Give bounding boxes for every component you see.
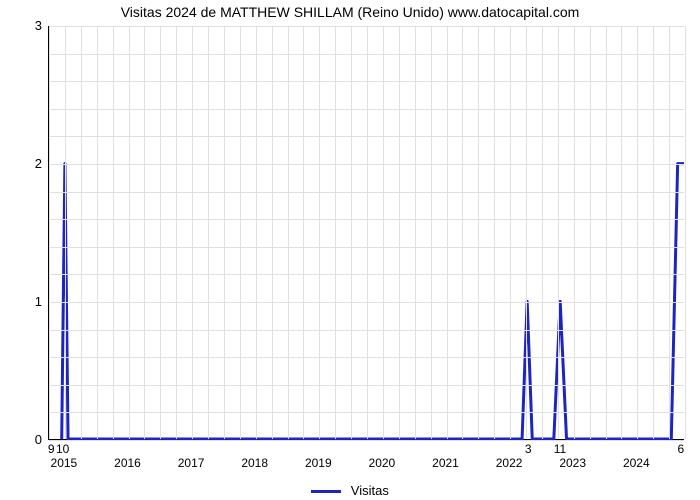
- gridline-vertical: [510, 26, 511, 439]
- legend: Visitas: [0, 483, 700, 498]
- gridline-horizontal: [49, 302, 684, 303]
- x-tick-label: 2021: [432, 456, 459, 470]
- peak-value-label: 9: [48, 442, 55, 456]
- gridline-vertical: [669, 26, 670, 439]
- y-tick-label: 2: [12, 156, 42, 171]
- gridline-vertical: [129, 26, 130, 439]
- gridline-vertical: [462, 26, 463, 439]
- legend-label: Visitas: [351, 483, 389, 498]
- gridline-vertical: [621, 26, 622, 439]
- gridline-vertical: [272, 26, 273, 439]
- gridline-horizontal: [49, 136, 684, 137]
- x-tick-label: 2019: [305, 456, 332, 470]
- gridline-vertical: [176, 26, 177, 439]
- x-tick-label: 2017: [178, 456, 205, 470]
- gridline-vertical: [542, 26, 543, 439]
- x-tick-label: 2024: [623, 456, 650, 470]
- gridline-vertical: [160, 26, 161, 439]
- gridline-vertical: [319, 26, 320, 439]
- gridline-vertical: [685, 26, 686, 439]
- gridline-vertical: [526, 26, 527, 439]
- y-tick-label: 3: [12, 18, 42, 33]
- gridline-vertical: [383, 26, 384, 439]
- gridline-vertical: [431, 26, 432, 439]
- gridline-horizontal: [49, 26, 684, 27]
- gridline-vertical: [590, 26, 591, 439]
- gridline-vertical: [81, 26, 82, 439]
- gridline-vertical: [65, 26, 66, 439]
- legend-swatch: [311, 490, 341, 493]
- x-tick-label: 2020: [369, 456, 396, 470]
- gridline-horizontal: [49, 192, 684, 193]
- chart-title: Visitas 2024 de MATTHEW SHILLAM (Reino U…: [0, 4, 700, 20]
- gridline-vertical: [224, 26, 225, 439]
- gridline-vertical: [399, 26, 400, 439]
- gridline-vertical: [447, 26, 448, 439]
- y-tick-label: 0: [12, 432, 42, 447]
- gridline-vertical: [208, 26, 209, 439]
- gridline-horizontal: [49, 247, 684, 248]
- gridline-vertical: [335, 26, 336, 439]
- gridline-horizontal: [49, 81, 684, 82]
- x-tick-label: 2015: [51, 456, 78, 470]
- gridline-horizontal: [49, 219, 684, 220]
- visits-chart: Visitas 2024 de MATTHEW SHILLAM (Reino U…: [0, 0, 700, 500]
- gridline-vertical: [494, 26, 495, 439]
- gridline-vertical: [637, 26, 638, 439]
- gridline-vertical: [558, 26, 559, 439]
- gridline-vertical: [367, 26, 368, 439]
- gridline-horizontal: [49, 357, 684, 358]
- x-tick-label: 2016: [114, 456, 141, 470]
- gridline-vertical: [144, 26, 145, 439]
- gridline-vertical: [351, 26, 352, 439]
- gridline-vertical: [97, 26, 98, 439]
- gridline-vertical: [653, 26, 654, 439]
- gridline-vertical: [113, 26, 114, 439]
- x-tick-label: 2023: [559, 456, 586, 470]
- gridline-vertical: [303, 26, 304, 439]
- peak-value-label: 10: [56, 442, 69, 456]
- gridline-vertical: [574, 26, 575, 439]
- gridline-vertical: [478, 26, 479, 439]
- gridline-horizontal: [49, 274, 684, 275]
- x-tick-label: 2018: [241, 456, 268, 470]
- gridline-horizontal: [49, 412, 684, 413]
- gridline-vertical: [49, 26, 50, 439]
- peak-value-label: 11: [554, 442, 566, 456]
- gridline-vertical: [256, 26, 257, 439]
- gridline-vertical: [415, 26, 416, 439]
- gridline-horizontal: [49, 164, 684, 165]
- plot-area: [48, 26, 684, 440]
- gridline-vertical: [606, 26, 607, 439]
- peak-value-label: 3: [525, 442, 532, 456]
- gridline-horizontal: [49, 440, 684, 441]
- x-tick-label: 2022: [496, 456, 523, 470]
- y-tick-label: 1: [12, 294, 42, 309]
- gridline-horizontal: [49, 330, 684, 331]
- gridline-vertical: [288, 26, 289, 439]
- gridline-vertical: [192, 26, 193, 439]
- gridline-horizontal: [49, 385, 684, 386]
- gridline-horizontal: [49, 109, 684, 110]
- peak-value-label: 6: [677, 442, 684, 456]
- gridline-vertical: [240, 26, 241, 439]
- gridline-horizontal: [49, 54, 684, 55]
